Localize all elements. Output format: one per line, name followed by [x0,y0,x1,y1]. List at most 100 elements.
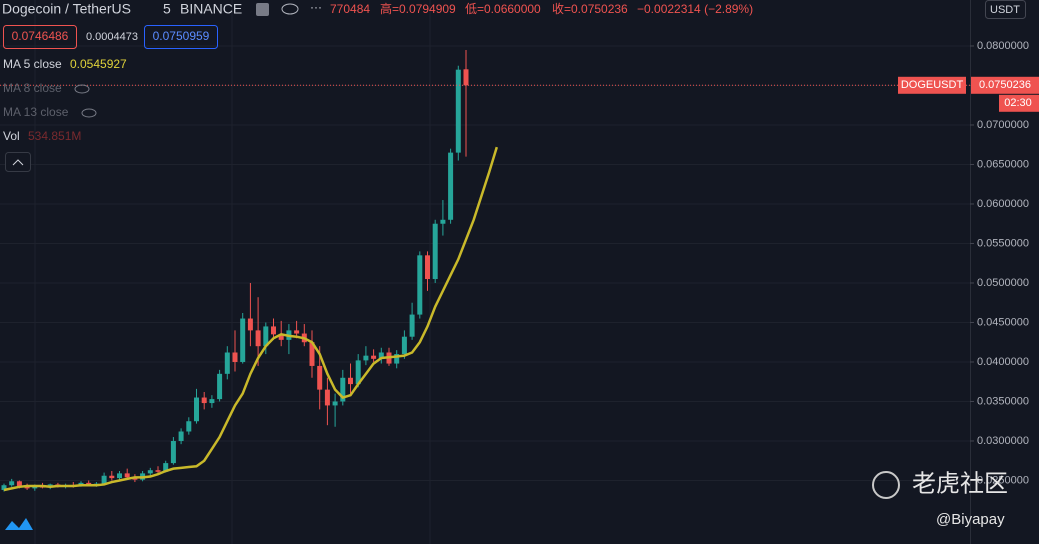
interval: 5 [163,1,171,17]
ma5-value: 0.0545927 [70,57,127,71]
low: 低=0.0660000 [465,2,541,16]
y-tick-label: 0.0550000 [977,237,1029,249]
candle-body [363,355,369,361]
candle-body [9,481,15,486]
y-tick-label: 0.0450000 [977,316,1029,328]
last-price-box [971,76,1039,94]
candle-body [1,485,7,490]
candle-body [186,421,192,432]
high: 高=0.0794909 [380,1,456,16]
y-tick-label: 0.0600000 [977,198,1029,210]
candle-body [378,352,384,359]
watermark-handle: @Biyapay [936,511,1005,528]
buy-price[interactable]: 0.0750959 [153,29,210,43]
more-icon[interactable]: ··· [310,0,322,14]
exchange: BINANCE [180,1,242,17]
y-tick-label: 0.0350000 [977,395,1029,407]
candle-body [309,342,315,366]
candle-body [425,255,430,280]
ma5-label: MA 5 close [3,57,62,71]
candle-body [101,475,107,484]
candle-body [401,336,407,355]
ma13-label: MA 13 close [3,105,69,119]
candle-body [394,354,400,364]
price-scale: 0.0250000 0.0300000 0.0350000 0.0400000 0.04… [970,40,1029,486]
currency[interactable]: USDT [990,4,1020,16]
vol-label: Vol [3,129,20,143]
candle-body [209,399,215,404]
candle-body [147,470,153,474]
y-tick-label: 0.0400000 [977,356,1029,368]
plot [0,45,970,492]
countdown: 02:30 [1004,97,1032,109]
open: 770484 [330,2,370,16]
candle-body [224,352,230,374]
hidden-icon[interactable] [81,108,97,118]
watermark-brand: 老虎社区 [912,470,1008,497]
eye-icon[interactable] [281,3,299,15]
candle-body [348,377,353,385]
collapse-icon [12,159,24,166]
candle-body [201,397,207,404]
candle-body [155,470,161,472]
flag-icon[interactable] [256,3,269,16]
candle-body [163,463,169,472]
symbol-tag [898,76,966,94]
close: 收=0.0750236 [552,2,628,16]
candle-body [255,330,261,347]
countdown-box [999,94,1039,112]
change: −0.0022314 (−2.89%) [637,2,753,16]
candle-body [332,401,338,406]
y-tick-label: 0.0800000 [977,40,1029,52]
candle-body [324,389,330,406]
buy-button[interactable] [144,25,218,49]
candle-body [117,473,122,479]
candle-body [24,486,30,489]
candle-body [194,397,199,422]
candle-body [317,365,323,390]
symbol: Dogecoin / TetherUS [2,1,131,17]
candle-body [247,318,253,331]
candle-body [232,352,238,362]
currency-box[interactable] [985,0,1026,19]
candle-body [240,318,246,362]
candle-body [109,475,115,479]
ma8-label: MA 8 close [3,81,62,95]
price-tag: DOGEUSDT 0.0750236 02:30 [898,76,1039,112]
candle-body [178,431,184,441]
candle-body [340,377,346,402]
candle-body [463,69,469,86]
vol-value: 534.851M [28,129,81,143]
last-price: 0.0750236 [979,79,1031,91]
candle-body [432,223,438,280]
y-tick-label: 0.0250000 [977,474,1029,486]
candle-body [440,219,446,224]
candle-body [455,69,461,153]
sell-button[interactable] [3,25,77,49]
spread: 0.0004473 [86,31,138,43]
hidden-icon[interactable] [74,84,90,94]
sell-price[interactable]: 0.0746486 [12,29,69,43]
symbol-tag-text: DOGEUSDT [901,79,964,91]
candle-body [124,473,130,478]
ma-line [3,146,498,492]
collapse-button[interactable] [5,152,31,172]
candle-body [417,255,423,315]
candle-body [16,481,22,487]
candle-body [170,440,176,464]
y-tick-label: 0.0300000 [977,435,1029,447]
y-tick-label: 0.0700000 [977,119,1029,131]
candle-body [271,326,276,335]
candle-body [371,355,377,359]
candle-body [278,334,284,340]
candle-body [217,373,223,400]
candle-body [263,326,269,347]
y-tick-label: 0.0650000 [977,158,1029,170]
candle-body [294,330,300,334]
candle-body [409,314,415,337]
candle-body [448,152,454,220]
brand-logo[interactable] [5,518,33,530]
